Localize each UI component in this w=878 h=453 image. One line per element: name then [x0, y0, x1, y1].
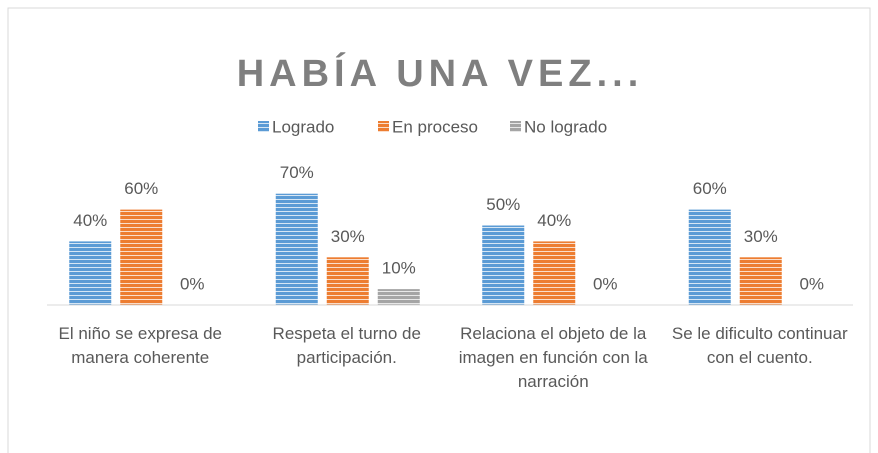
- legend-swatch: [258, 121, 269, 132]
- legend-label: No logrado: [524, 117, 607, 136]
- bar: [377, 289, 420, 305]
- data-label: 30%: [331, 227, 365, 246]
- legend-label: Logrado: [272, 117, 334, 136]
- bar: [739, 257, 782, 305]
- bar: [69, 241, 112, 305]
- data-label: 50%: [486, 195, 520, 214]
- bar: [275, 193, 318, 305]
- legend-swatch: [378, 121, 389, 132]
- data-label: 0%: [593, 274, 618, 293]
- chart-title: HABÍA UNA VEZ...: [237, 51, 644, 95]
- data-label: 40%: [73, 211, 107, 230]
- chart-border: [7, 7, 871, 453]
- x-tick-label: El niño se expresa de manera coherente: [58, 324, 223, 367]
- legend-label: En proceso: [392, 117, 478, 136]
- legend-swatch: [510, 121, 521, 132]
- bar: [326, 257, 369, 305]
- data-label: 0%: [180, 274, 205, 293]
- bar: [688, 209, 731, 305]
- data-label: 40%: [537, 211, 571, 230]
- bar: [482, 225, 525, 305]
- data-label: 60%: [693, 179, 727, 198]
- bar: [120, 209, 163, 305]
- x-tick-label: Respeta el turno de participación.: [272, 324, 421, 367]
- x-tick-label: Se le dificulto continuar con el cuento.: [671, 324, 848, 367]
- data-label: 0%: [799, 274, 824, 293]
- data-label: 10%: [382, 259, 416, 278]
- bar: [533, 241, 576, 305]
- x-tick-label: Relaciona el objeto de la imagen en func…: [458, 324, 648, 391]
- data-label: 70%: [280, 163, 314, 182]
- data-label: 30%: [744, 227, 778, 246]
- data-label: 60%: [124, 179, 158, 198]
